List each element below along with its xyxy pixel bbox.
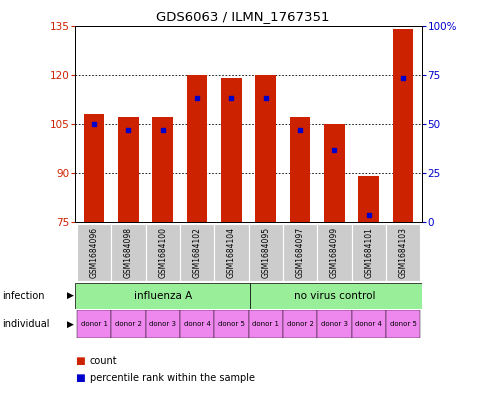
- Bar: [84, 114, 104, 222]
- Text: GSM1684098: GSM1684098: [123, 227, 133, 278]
- Text: influenza A: influenza A: [133, 291, 192, 301]
- Bar: [358, 176, 378, 222]
- Text: donor 2: donor 2: [115, 321, 141, 327]
- Text: GSM1684099: GSM1684099: [329, 227, 338, 278]
- FancyBboxPatch shape: [214, 310, 248, 338]
- Bar: [152, 117, 173, 222]
- Text: GSM1684101: GSM1684101: [363, 227, 373, 278]
- FancyBboxPatch shape: [77, 310, 111, 338]
- FancyBboxPatch shape: [385, 224, 419, 281]
- FancyBboxPatch shape: [317, 224, 351, 281]
- FancyBboxPatch shape: [385, 310, 419, 338]
- FancyBboxPatch shape: [248, 310, 282, 338]
- Text: GSM1684102: GSM1684102: [192, 227, 201, 278]
- Text: individual: individual: [2, 319, 50, 329]
- Text: donor 2: donor 2: [286, 321, 313, 327]
- Bar: [323, 124, 344, 222]
- Text: ■: ■: [75, 373, 85, 383]
- Text: GDS6063 / ILMN_1767351: GDS6063 / ILMN_1767351: [155, 10, 329, 23]
- Bar: [255, 75, 275, 222]
- Bar: [289, 117, 310, 222]
- FancyBboxPatch shape: [282, 224, 317, 281]
- Bar: [221, 78, 241, 222]
- Bar: [118, 117, 138, 222]
- Bar: [392, 29, 412, 222]
- FancyBboxPatch shape: [248, 224, 282, 281]
- Text: donor 3: donor 3: [149, 321, 176, 327]
- Text: donor 1: donor 1: [80, 321, 107, 327]
- Text: GSM1684095: GSM1684095: [261, 227, 270, 278]
- Text: donor 4: donor 4: [183, 321, 210, 327]
- Text: GSM1684103: GSM1684103: [398, 227, 407, 278]
- Text: percentile rank within the sample: percentile rank within the sample: [90, 373, 254, 383]
- FancyBboxPatch shape: [317, 310, 351, 338]
- Text: no virus control: no virus control: [293, 291, 375, 301]
- Text: ■: ■: [75, 356, 85, 366]
- FancyBboxPatch shape: [180, 224, 214, 281]
- FancyBboxPatch shape: [351, 224, 385, 281]
- Text: GSM1684100: GSM1684100: [158, 227, 167, 278]
- Text: count: count: [90, 356, 117, 366]
- FancyBboxPatch shape: [111, 224, 145, 281]
- Text: GSM1684096: GSM1684096: [90, 227, 98, 278]
- FancyBboxPatch shape: [75, 283, 250, 309]
- Text: GSM1684097: GSM1684097: [295, 227, 304, 278]
- Text: ▶: ▶: [67, 320, 74, 329]
- FancyBboxPatch shape: [351, 310, 385, 338]
- Text: donor 4: donor 4: [355, 321, 381, 327]
- Text: donor 3: donor 3: [320, 321, 347, 327]
- FancyBboxPatch shape: [145, 224, 180, 281]
- Text: ▶: ▶: [67, 291, 74, 300]
- Text: donor 1: donor 1: [252, 321, 279, 327]
- Text: infection: infection: [2, 291, 45, 301]
- FancyBboxPatch shape: [145, 310, 180, 338]
- Bar: [186, 75, 207, 222]
- FancyBboxPatch shape: [214, 224, 248, 281]
- Text: donor 5: donor 5: [217, 321, 244, 327]
- FancyBboxPatch shape: [250, 283, 421, 309]
- FancyBboxPatch shape: [77, 224, 111, 281]
- FancyBboxPatch shape: [111, 310, 145, 338]
- Text: GSM1684104: GSM1684104: [227, 227, 235, 278]
- FancyBboxPatch shape: [180, 310, 214, 338]
- FancyBboxPatch shape: [282, 310, 317, 338]
- Text: donor 5: donor 5: [389, 321, 416, 327]
